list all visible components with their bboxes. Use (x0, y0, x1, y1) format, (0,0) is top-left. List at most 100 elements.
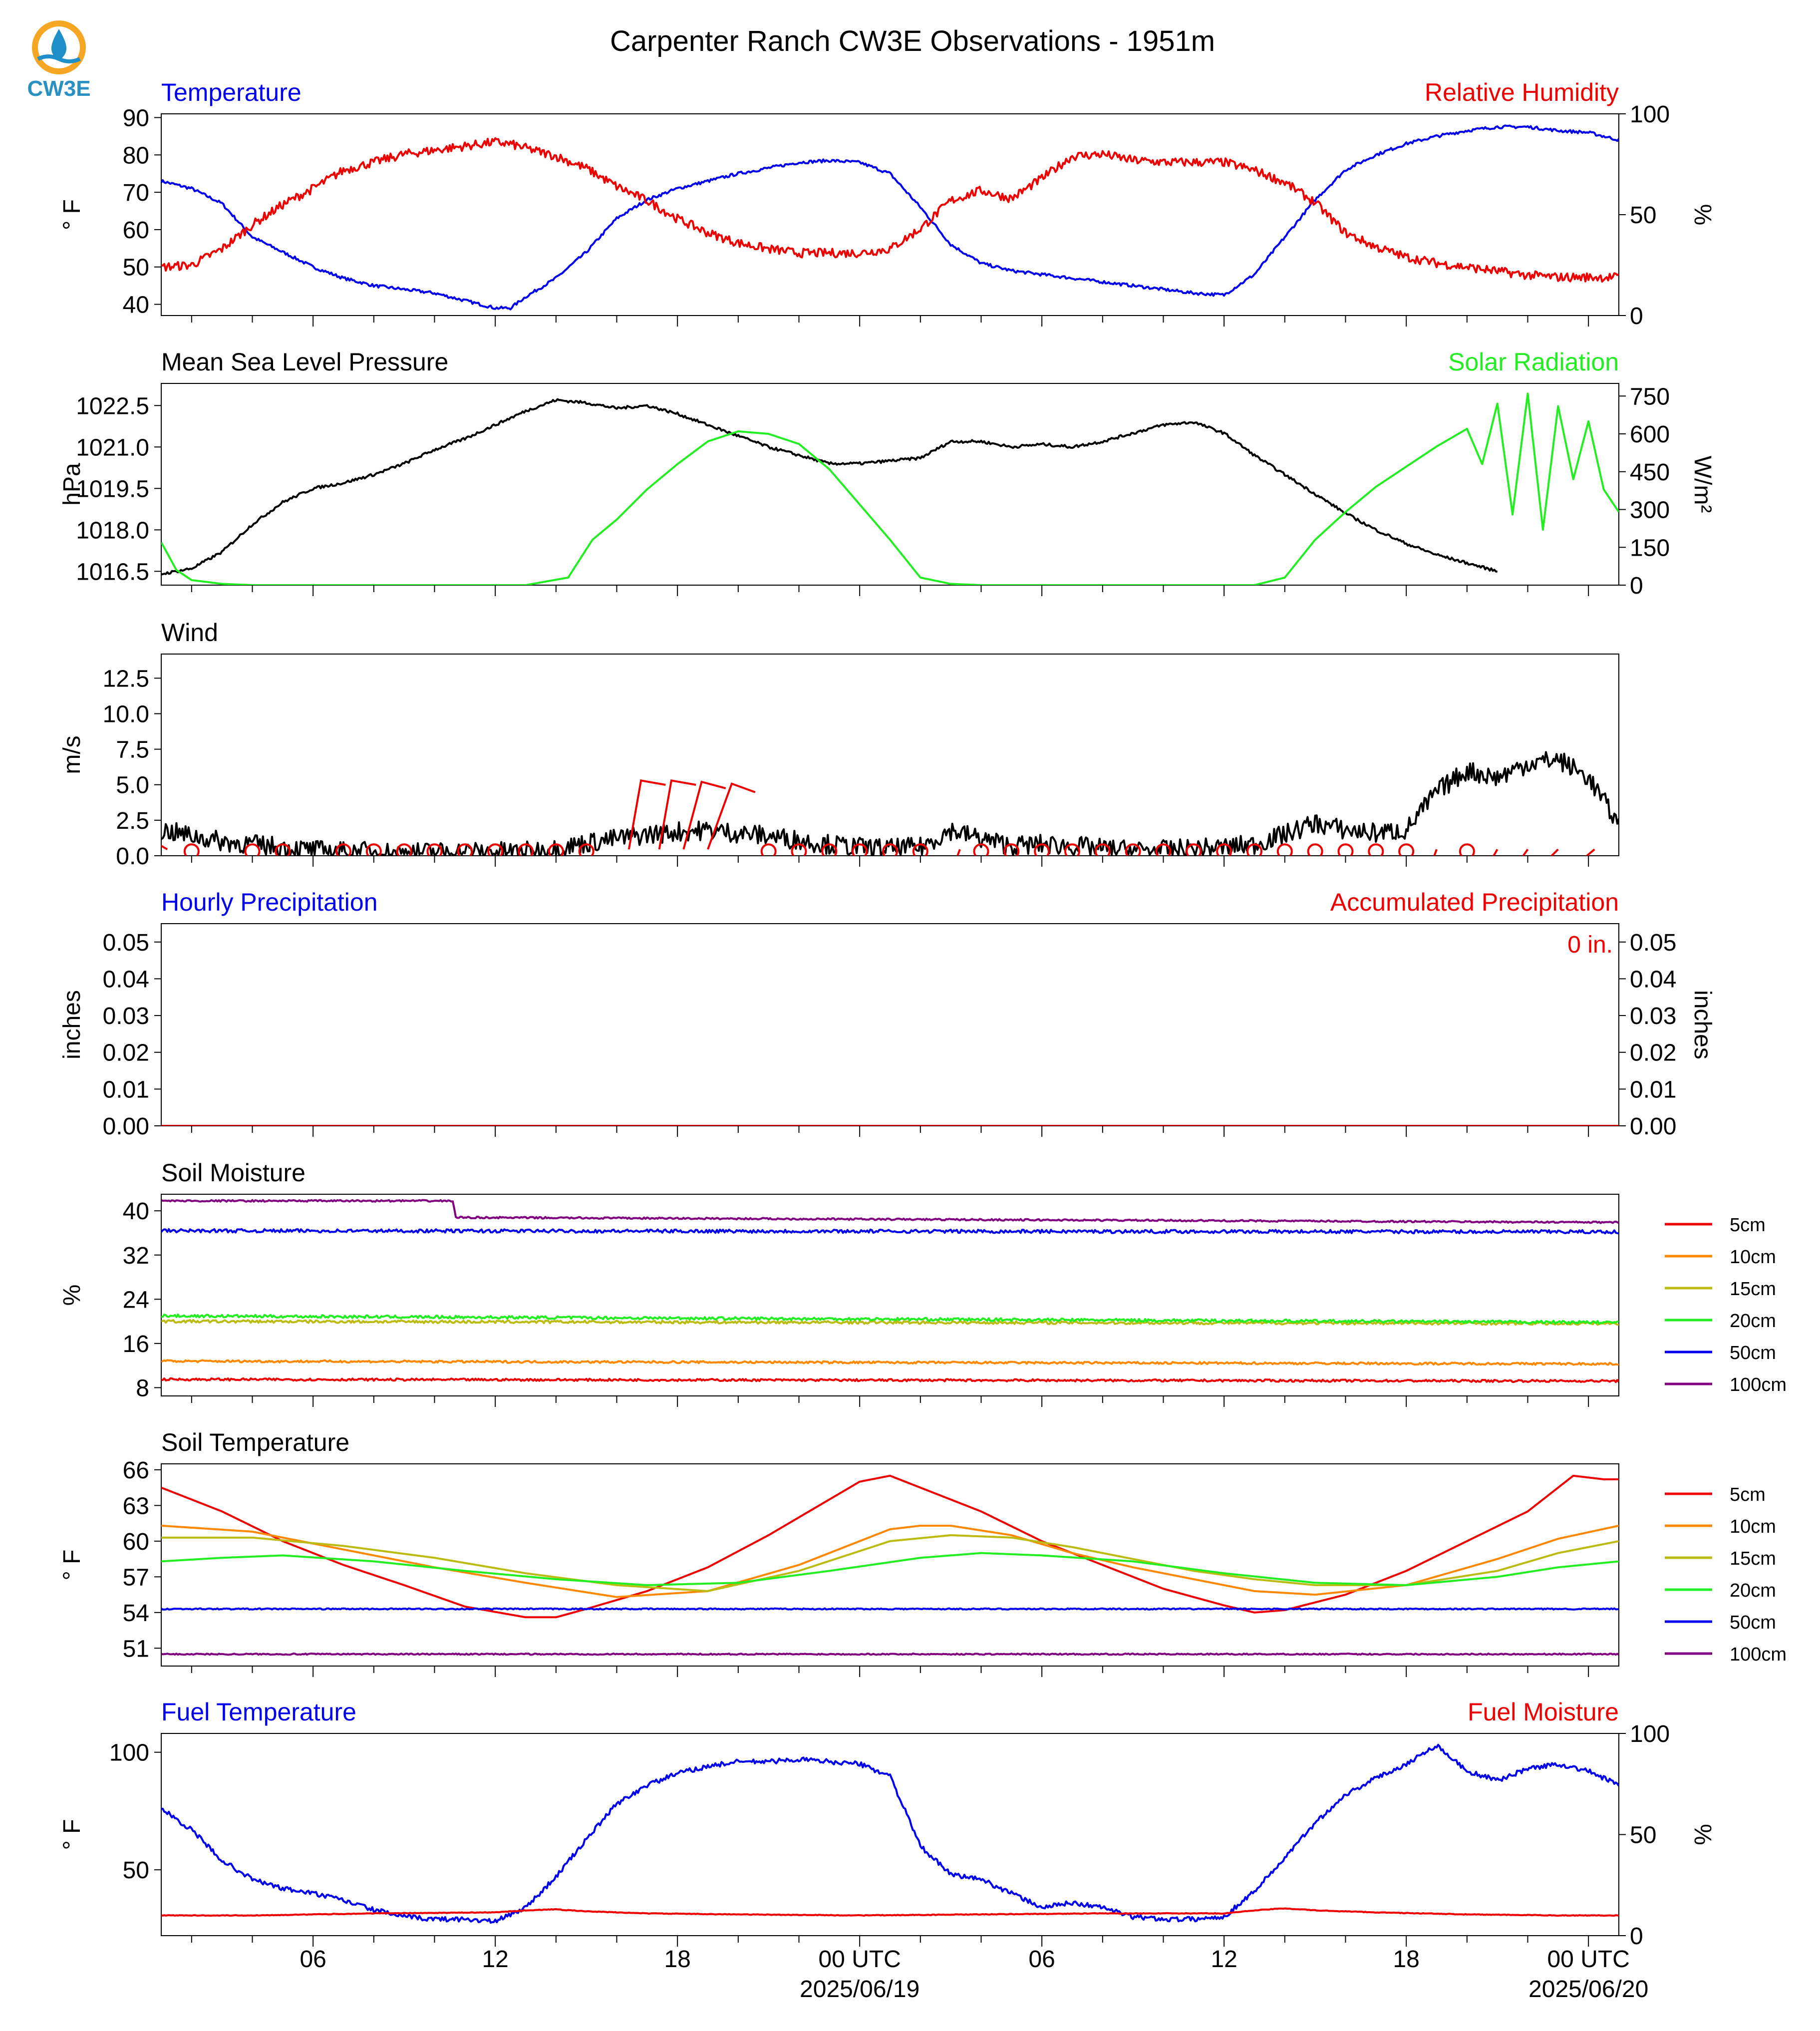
wind-barb (707, 782, 756, 850)
y-tick-label: 63 (123, 1493, 149, 1519)
panel-title-right: Relative Humidity (1425, 78, 1619, 106)
y-tick-label: 0.00 (103, 1113, 149, 1140)
y-right-tick-label: 0.05 (1630, 930, 1676, 956)
cw3e-logo-icon (32, 20, 86, 74)
x-tick-label: 00 UTC (818, 1946, 901, 1973)
panel-pressure_solar: Mean Sea Level Pressure Solar Radiation 10… (59, 348, 1716, 599)
x-date-label: 2025/06/19 (800, 1976, 919, 2003)
series-line-100cm (161, 1653, 1619, 1656)
y-right-tick-label: 600 (1630, 421, 1670, 448)
y-right-tick-label: 100 (1630, 1721, 1670, 1747)
series-group (161, 1199, 1619, 1383)
series-line-5cm (161, 1377, 1619, 1383)
panel-precip: Hourly Precipitation Accumulated Precipit… (59, 888, 1716, 1140)
series-line-10cm (161, 1524, 1619, 1598)
y-right-axis-label: inches (1689, 990, 1716, 1059)
series-line-20cm (161, 1313, 1619, 1325)
legend-label: 20cm (1730, 1580, 1776, 1601)
y-tick-label: 50 (123, 1857, 149, 1884)
y-tick-label: 16 (123, 1331, 149, 1357)
calm-circle (183, 843, 200, 856)
wind-barbs (161, 779, 1595, 856)
panel-title-right: Accumulated Precipitation (1330, 888, 1619, 916)
panel-temp_rh: Temperature Relative Humidity 40 50 60 70 80 90… (59, 78, 1716, 330)
y-right-tick-label: 0.00 (1630, 1113, 1676, 1140)
x-tick-label: 00 UTC (1547, 1946, 1629, 1973)
y-tick-label: 0.01 (103, 1076, 149, 1103)
y-axis-label: inches (59, 990, 85, 1059)
x-tick-label: 06 (300, 1946, 326, 1973)
chart-title: Carpenter Ranch CW3E Observations - 1951… (610, 25, 1215, 57)
calm-circle (791, 843, 807, 856)
legend-label: 20cm (1730, 1311, 1776, 1332)
plot-frame (161, 1463, 1619, 1667)
wind-barb (682, 780, 726, 850)
wind-barb (658, 779, 696, 850)
calm-circle (852, 843, 868, 856)
legend-label: 5cm (1730, 1484, 1766, 1505)
series-line-50cm (161, 1228, 1619, 1235)
y-tick-label: 5.0 (116, 772, 149, 799)
panel-soil_moisture: Soil Moisture 8 16 24 32 40% 5cm 10cm 15cm 20cm 50… (59, 1159, 1787, 1407)
y-axis-label: ° F (59, 1550, 85, 1581)
calm-circle (578, 843, 595, 856)
calm-circle (760, 843, 777, 856)
calm-circle (518, 843, 534, 856)
y-right-axis-label: % (1689, 204, 1716, 226)
y-tick-label: 0.02 (103, 1040, 149, 1066)
y-tick-label: 0.0 (116, 843, 149, 870)
y-tick-label: 100 (109, 1740, 149, 1766)
panel-title-left: Mean Sea Level Pressure (161, 348, 448, 376)
y-axis-label: ° F (59, 1819, 85, 1850)
panel-title-right: Fuel Moisture (1468, 1698, 1619, 1726)
y-tick-label: 24 (123, 1287, 149, 1313)
series-group (161, 1743, 1619, 1924)
y-right-tick-label: 150 (1630, 535, 1670, 561)
series-group (161, 124, 1619, 311)
y-tick-label: 51 (123, 1636, 149, 1662)
series-line-0 (161, 124, 1619, 311)
y-tick-label: 1016.5 (76, 559, 149, 585)
calm-circle (1459, 843, 1475, 856)
series-line-20cm (161, 1552, 1619, 1586)
y-right-tick-label: 750 (1630, 383, 1670, 410)
calm-circle (275, 843, 291, 856)
calm-circle (973, 843, 989, 856)
calm-circle (1398, 843, 1415, 856)
series-line-0 (161, 1743, 1619, 1924)
legend-label: 10cm (1730, 1247, 1776, 1268)
calm-circle (1186, 843, 1202, 856)
wind-barb (627, 779, 666, 850)
y-tick-label: 0.03 (103, 1003, 149, 1029)
y-tick-label: 90 (123, 105, 149, 131)
plot-frame (161, 1733, 1619, 1936)
y-tick-label: 7.5 (116, 737, 149, 763)
y-right-tick-label: 0.03 (1630, 1003, 1676, 1029)
y-axis-label: ° F (59, 199, 85, 230)
series-line-0 (161, 751, 1619, 856)
y-tick-label: 54 (123, 1600, 149, 1627)
x-tick-label: 12 (482, 1946, 508, 1973)
calm-circle (1125, 843, 1141, 856)
plot-frame (161, 1194, 1619, 1396)
y-right-tick-label: 0 (1630, 303, 1643, 330)
legend-label: 15cm (1730, 1279, 1776, 1300)
calm-circle (396, 843, 412, 856)
y-tick-label: 10.0 (103, 701, 149, 727)
calm-circle (1368, 843, 1384, 856)
legend-label: 100cm (1730, 1644, 1787, 1665)
y-right-tick-label: 300 (1630, 497, 1670, 524)
y-right-tick-label: 0 (1630, 1923, 1643, 1950)
calm-circle (365, 843, 382, 856)
legend-label: 15cm (1730, 1548, 1776, 1569)
series-group (161, 751, 1619, 856)
y-tick-label: 0.05 (103, 930, 149, 956)
calm-circle (244, 843, 261, 856)
legend: 5cm 10cm 15cm 20cm 50cm 100cm (1665, 1215, 1787, 1395)
y-tick-label: 1018.0 (76, 517, 149, 544)
calm-circle (1337, 843, 1354, 856)
y-tick-label: 60 (123, 217, 149, 244)
legend-label: 50cm (1730, 1612, 1776, 1633)
calm-circle (1064, 843, 1080, 856)
